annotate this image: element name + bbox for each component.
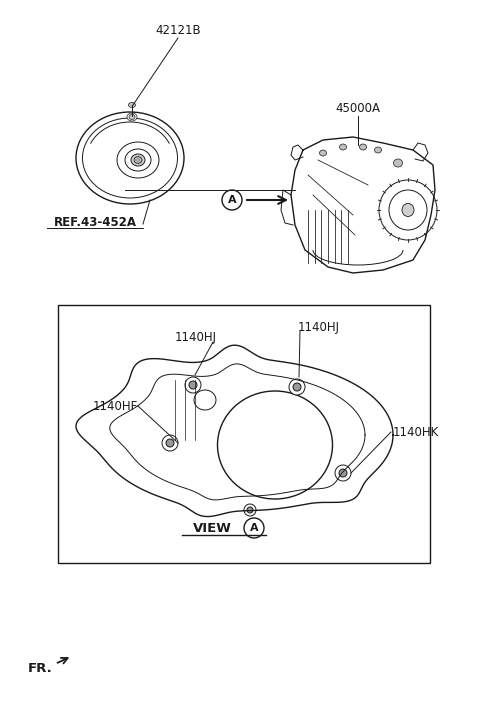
Circle shape — [293, 383, 301, 391]
Ellipse shape — [360, 144, 367, 150]
Ellipse shape — [320, 150, 326, 156]
Ellipse shape — [131, 154, 145, 166]
Ellipse shape — [127, 113, 137, 121]
Ellipse shape — [129, 103, 135, 108]
Text: 1140HJ: 1140HJ — [298, 322, 340, 335]
Text: 45000A: 45000A — [336, 102, 381, 115]
Text: 42121B: 42121B — [155, 23, 201, 36]
Text: VIEW: VIEW — [193, 521, 232, 535]
Circle shape — [244, 518, 264, 538]
Bar — [58, 305, 430, 563]
Circle shape — [244, 504, 256, 516]
Ellipse shape — [402, 204, 414, 216]
Text: 1140HK: 1140HK — [393, 426, 439, 439]
Text: A: A — [228, 195, 236, 205]
Circle shape — [339, 469, 347, 477]
Ellipse shape — [374, 147, 382, 153]
Text: FR.: FR. — [28, 661, 53, 674]
Text: 1140HF: 1140HF — [93, 399, 138, 412]
Circle shape — [189, 381, 197, 389]
Text: A: A — [250, 523, 258, 533]
Ellipse shape — [134, 157, 142, 164]
Text: REF.43-452A: REF.43-452A — [53, 216, 136, 229]
Text: 1140HJ: 1140HJ — [175, 332, 217, 345]
Circle shape — [185, 377, 201, 393]
Circle shape — [335, 465, 351, 481]
Ellipse shape — [394, 159, 403, 167]
Circle shape — [289, 379, 305, 395]
Ellipse shape — [129, 115, 135, 120]
Circle shape — [162, 435, 178, 451]
Circle shape — [166, 439, 174, 447]
Circle shape — [222, 190, 242, 210]
Ellipse shape — [339, 144, 347, 150]
Circle shape — [247, 507, 253, 513]
